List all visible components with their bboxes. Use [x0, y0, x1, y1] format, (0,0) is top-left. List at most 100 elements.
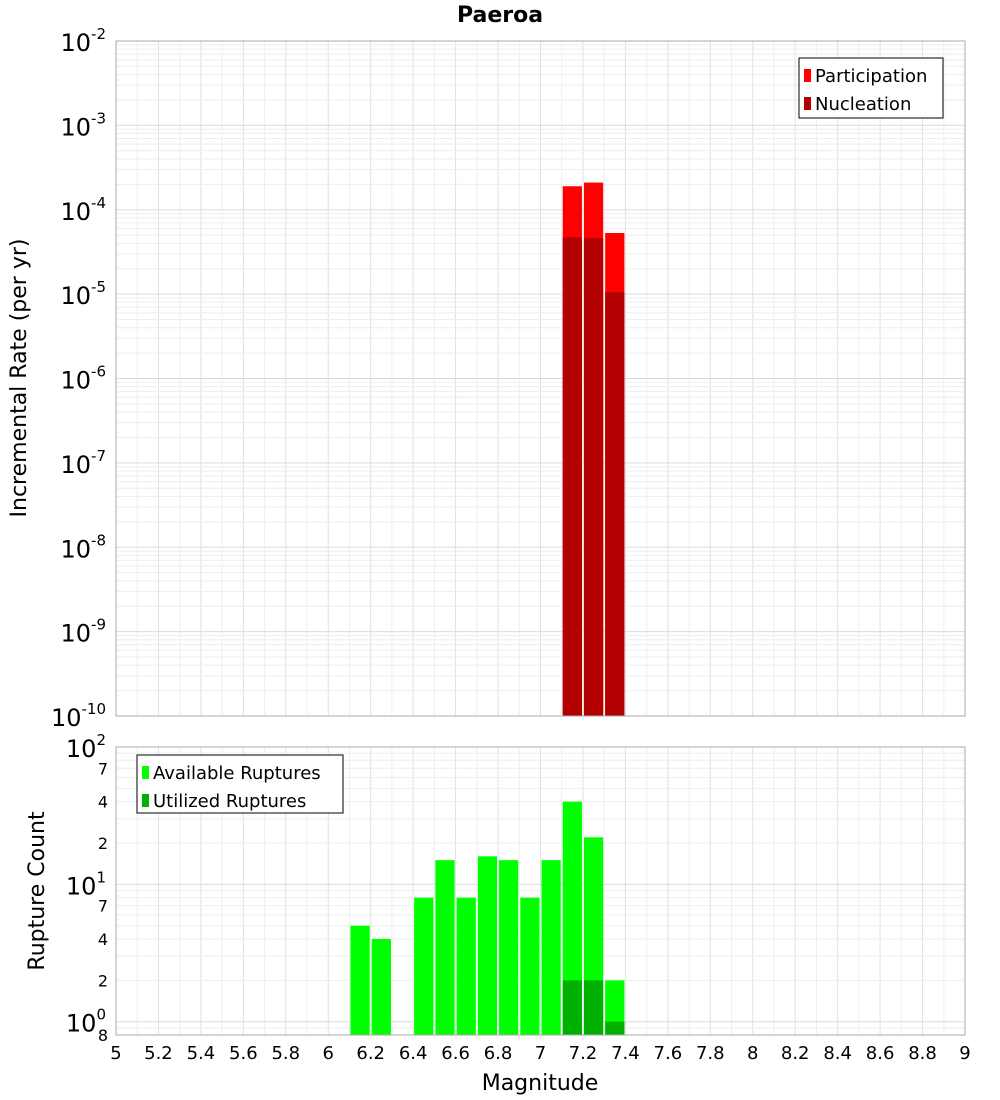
bar-overlay-7.15 [562, 237, 582, 716]
count-y-minor-tick-label: 2 [98, 971, 108, 990]
rate-y-axis-label: Incremental Rate (per yr) [7, 239, 32, 518]
tick-base: 10 [66, 1010, 97, 1038]
x-tick-label: 6 [323, 1043, 334, 1064]
rate-y-tick-label: 10-3 [60, 109, 106, 141]
x-tick-label: 5.2 [144, 1043, 173, 1064]
bar-6.75 [477, 856, 498, 1035]
tick-exponent: -3 [91, 109, 106, 127]
tick-exponent: -6 [91, 363, 106, 381]
rate-y-tick-label: 10-2 [60, 25, 106, 57]
bar-overlay-7.35 [605, 1021, 625, 1035]
legend-swatch [142, 766, 149, 779]
count-y-minor-tick-label: 8 [98, 1026, 108, 1045]
x-tick-label: 5.6 [229, 1043, 258, 1064]
count-y-minor-tick-label: 4 [98, 793, 108, 812]
tick-exponent: -9 [91, 616, 106, 634]
x-tick-label: 8 [747, 1043, 758, 1064]
legend-swatch [142, 794, 149, 807]
count-y-minor-tick-label: 4 [98, 930, 108, 949]
tick-exponent: -7 [91, 447, 106, 465]
chart-title: Paeroa [457, 3, 543, 28]
rate-y-tick-label: 10-5 [60, 278, 106, 310]
x-tick-label: 7.6 [654, 1043, 683, 1064]
legend-swatch [804, 69, 811, 82]
tick-exponent: -5 [91, 278, 106, 296]
x-tick-label: 6.2 [356, 1043, 385, 1064]
x-axis-label: Magnitude [482, 1071, 599, 1096]
tick-exponent: -8 [91, 531, 106, 549]
count-y-minor-tick-label: 7 [98, 897, 108, 916]
plot-frame [115, 746, 966, 1036]
x-tick-label: 6.8 [484, 1043, 513, 1064]
count-y-tick-label: 101 [66, 868, 106, 900]
tick-base: 10 [60, 535, 91, 563]
count-y-minor-tick-label: 7 [98, 759, 108, 778]
tick-exponent: 2 [96, 731, 106, 749]
tick-exponent: -2 [91, 25, 106, 43]
tick-base: 10 [66, 872, 97, 900]
bar-6.55 [435, 860, 455, 1035]
tick-base: 10 [51, 704, 82, 732]
x-tick-label: 8.2 [781, 1043, 810, 1064]
rate-y-tick-label: 10-6 [60, 363, 106, 395]
count-y-minor-tick-label: 2 [98, 834, 108, 853]
tick-base: 10 [60, 282, 91, 310]
legend-label: Utilized Ruptures [153, 791, 306, 812]
tick-exponent: -4 [91, 194, 106, 212]
legend-box [798, 57, 944, 119]
tick-base: 10 [60, 113, 91, 141]
x-tick-label: 5.8 [271, 1043, 300, 1064]
legend-label: Nucleation [815, 94, 911, 115]
bar-overlay-7.25 [583, 980, 604, 1035]
tick-exponent: 0 [96, 1006, 106, 1024]
legend-label: Participation [815, 66, 927, 87]
bar-6.85 [499, 860, 519, 1035]
x-tick-label: 5 [110, 1043, 121, 1064]
legend-swatch [804, 97, 811, 110]
x-tick-label: 8.4 [823, 1043, 852, 1064]
tick-base: 10 [60, 198, 91, 226]
bar-7.05 [541, 860, 561, 1035]
tick-base: 10 [60, 29, 91, 57]
x-tick-label: 7.4 [611, 1043, 640, 1064]
x-tick-label: 5.4 [187, 1043, 216, 1064]
tick-base: 10 [60, 367, 91, 395]
count-y-tick-label: 100 [66, 1006, 106, 1038]
count-y-axis-label: Rupture Count [25, 811, 50, 971]
count-y-tick-label: 102 [66, 731, 106, 763]
tick-base: 10 [60, 451, 91, 479]
bar-6.15 [350, 925, 370, 1035]
bar-7.35 [605, 980, 625, 1035]
x-tick-label: 6.4 [399, 1043, 428, 1064]
rate-y-tick-label: 10-10 [51, 700, 106, 732]
rate-panel: 10-210-310-410-510-610-710-810-910-10Par… [51, 25, 966, 732]
legend-label: Available Ruptures [153, 763, 321, 784]
bar-6.45 [414, 897, 434, 1035]
bar-overlay-7.15 [562, 980, 582, 1035]
tick-base: 10 [60, 620, 91, 648]
x-tick-label: 9 [959, 1043, 970, 1064]
tick-base: 10 [66, 735, 97, 763]
x-tick-label: 7 [535, 1043, 546, 1064]
x-tick-label: 6.6 [441, 1043, 470, 1064]
bar-overlay-7.35 [605, 292, 625, 716]
bar-7.15 [562, 801, 582, 1035]
rate-y-tick-label: 10-8 [60, 531, 106, 563]
x-tick-label: 7.8 [696, 1043, 725, 1064]
legend-box [136, 754, 344, 814]
rate-y-tick-label: 10-9 [60, 616, 106, 648]
bar-6.25 [371, 939, 391, 1035]
plot-frame [115, 40, 966, 717]
x-tick-label: 8.8 [908, 1043, 937, 1064]
bar-6.95 [520, 897, 540, 1035]
tick-exponent: 1 [96, 868, 106, 886]
x-tick-label: 7.2 [569, 1043, 598, 1064]
rate-y-tick-label: 10-7 [60, 447, 106, 479]
x-tick-label: 8.6 [866, 1043, 895, 1064]
rate-y-tick-label: 10-4 [60, 194, 106, 226]
bar-overlay-7.25 [583, 238, 604, 716]
bar-6.65 [456, 897, 476, 1035]
tick-exponent: -10 [82, 700, 107, 718]
